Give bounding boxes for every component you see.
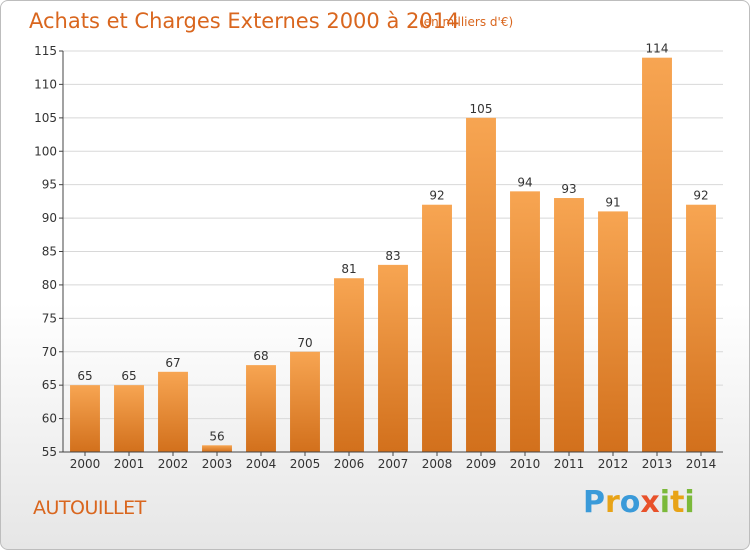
data-label: 65 [77,369,92,383]
bar [510,191,540,452]
data-label: 105 [470,102,493,116]
y-tick-label: 90 [42,211,57,225]
x-tick-label: 2010 [510,457,541,471]
logo-letter: r [605,485,620,520]
y-tick-label: 70 [42,345,57,359]
unit-note: (en milliers d'€) [419,15,514,29]
y-tick-label: 95 [42,178,57,192]
x-tick-label: 2011 [554,457,585,471]
bar [378,264,408,452]
x-tick-label: 2008 [422,457,453,471]
logo-letter: x [640,485,660,520]
bar [422,204,452,452]
logo-letter: i [684,485,695,520]
bar [686,204,716,452]
data-label: 65 [121,369,136,383]
bar [466,117,496,452]
x-tick-label: 2014 [686,457,717,471]
bar [158,371,188,452]
y-tick-label: 110 [34,77,57,91]
logo-letter: o [619,485,641,520]
x-tick-label: 2005 [290,457,321,471]
x-tick-label: 2004 [246,457,277,471]
bar [334,278,364,452]
x-tick-label: 2013 [642,457,673,471]
data-label: 81 [341,262,356,276]
x-tick-label: 2009 [466,457,497,471]
proxiti-logo: Proxiti [583,485,695,520]
x-tick-label: 2001 [114,457,145,471]
x-tick-label: 2012 [598,457,629,471]
logo-letter: P [583,485,605,520]
data-label: 93 [561,182,576,196]
y-tick-label: 105 [34,111,57,125]
x-tick-label: 2003 [202,457,233,471]
bar [202,445,232,452]
y-tick-label: 65 [42,378,57,392]
logo-letter: i [659,485,671,520]
data-label: 94 [517,175,532,189]
bar [554,198,584,452]
y-tick-label: 75 [42,311,57,325]
logo-letter: t [670,485,685,520]
x-tick-label: 2006 [334,457,365,471]
x-tick-label: 2007 [378,457,409,471]
y-tick-label: 55 [42,445,57,459]
data-label: 92 [693,189,708,203]
y-tick-label: 100 [34,144,57,158]
data-label: 70 [297,336,312,350]
data-label: 67 [165,356,180,370]
x-tick-label: 2002 [158,457,189,471]
bar [642,57,672,452]
y-tick-label: 80 [42,278,57,292]
bar [114,385,144,452]
commune-name: AUTOUILLET [33,497,146,519]
y-tick-label: 85 [42,245,57,259]
bar [246,365,276,452]
bar [70,385,100,452]
bar [290,351,320,452]
data-label: 56 [209,429,224,443]
x-tick-label: 2000 [70,457,101,471]
y-tick-label: 60 [42,412,57,426]
data-label: 83 [385,249,400,263]
data-label: 114 [646,42,669,56]
data-label: 91 [605,195,620,209]
y-tick-label: 115 [34,44,57,58]
data-label: 68 [253,349,268,363]
data-label: 92 [429,189,444,203]
chart-title: Achats et Charges Externes 2000 à 2014 [29,9,460,33]
bar [598,211,628,452]
